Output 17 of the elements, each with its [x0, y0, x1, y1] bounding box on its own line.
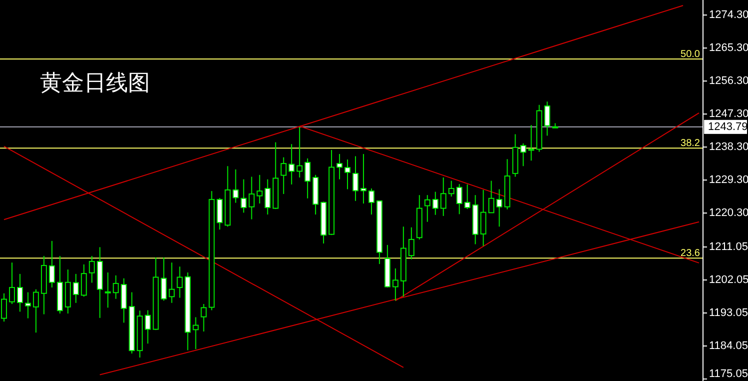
ref-line-label: 1243.79: [708, 120, 748, 133]
y-tick-label: 1247.30: [709, 108, 748, 120]
y-tick-label: 1238.30: [709, 141, 748, 154]
y-tick-label: 1220.30: [709, 207, 748, 220]
text: 黄金日线图: [40, 71, 150, 96]
annotation: 38.2: [680, 138, 700, 150]
y-tick-label: 1211.05: [709, 240, 748, 253]
y-tick-label: 1229.30: [709, 174, 748, 186]
y-tick-label: 1175.05: [709, 368, 748, 380]
y-tick-label: 1184.05: [709, 340, 748, 352]
y-tick-label: 1274.30: [709, 9, 748, 22]
y-tick-label: 1193.05: [709, 306, 748, 319]
y-tick-label: 1256.30: [709, 75, 748, 88]
y-tick-label: 1265.30: [709, 42, 748, 54]
y-tick-label: 1202.05: [709, 274, 748, 286]
annotation: 50.0: [680, 49, 700, 60]
annotation: 23.6: [680, 248, 700, 260]
